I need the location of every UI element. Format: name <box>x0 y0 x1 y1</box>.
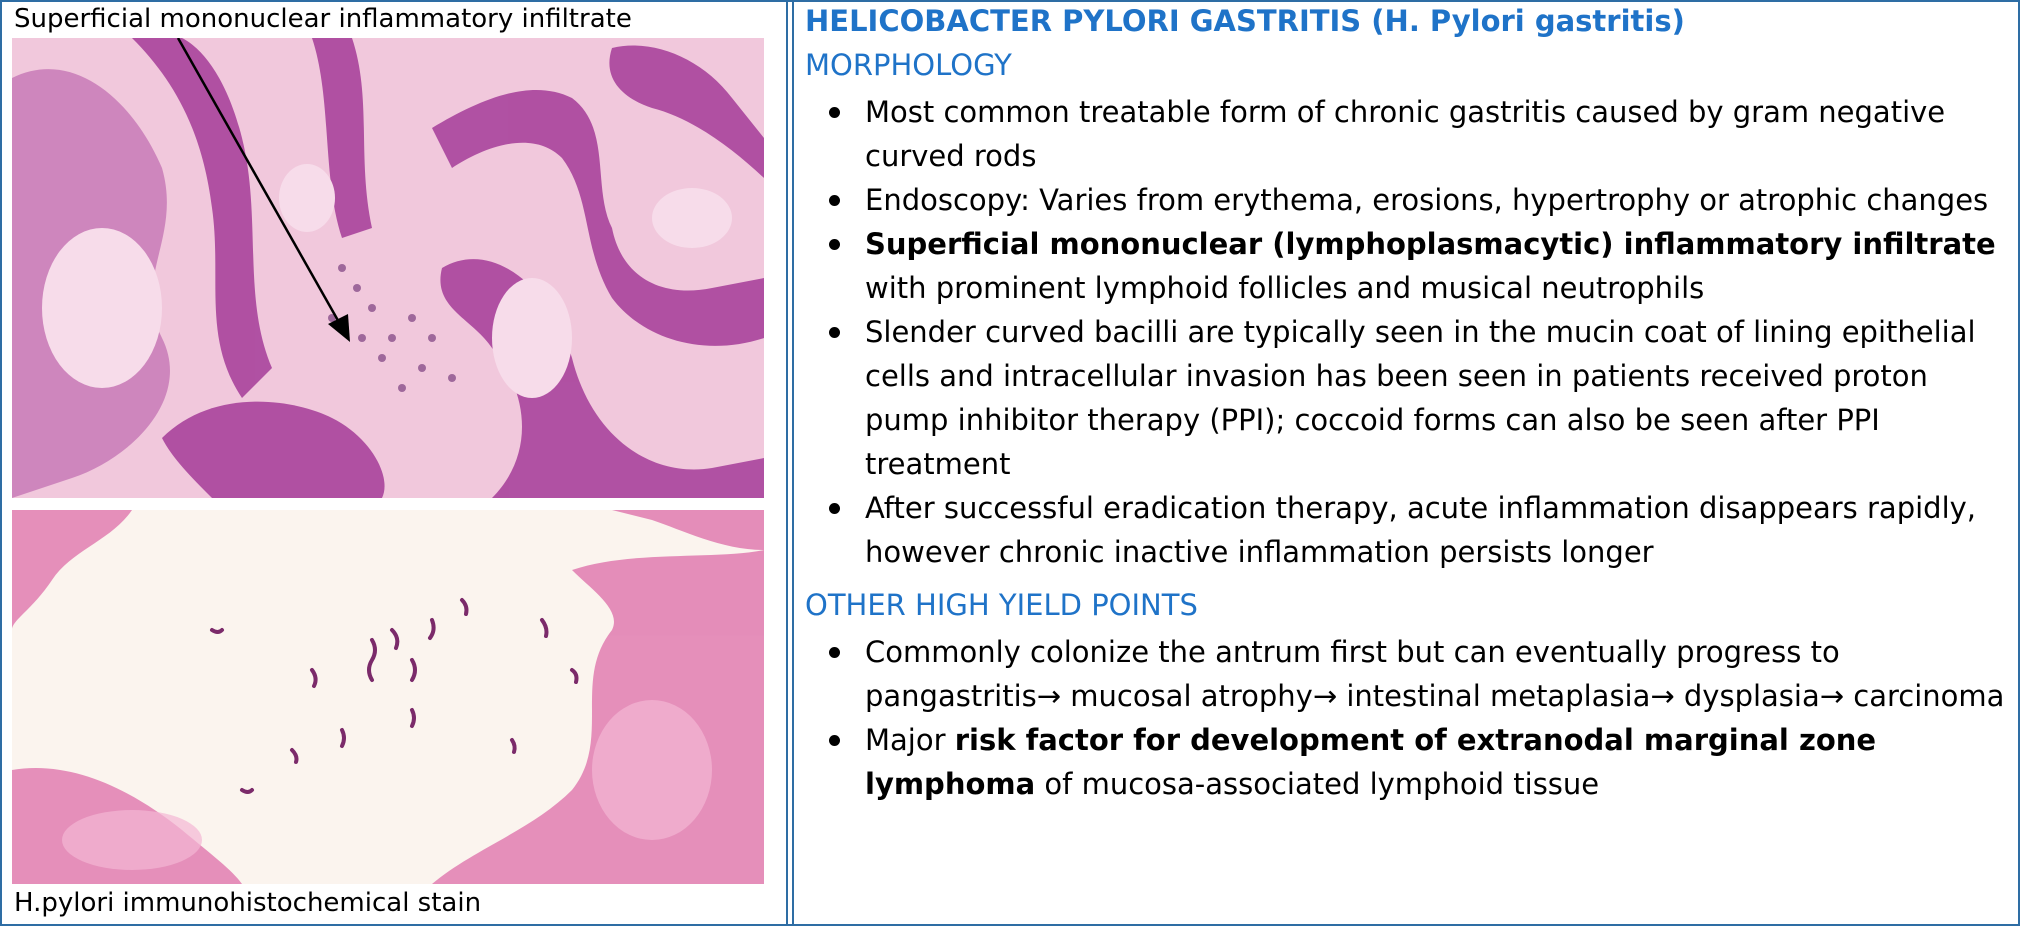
list-item: After successful eradication therapy, ac… <box>805 486 2013 574</box>
list-item: Major risk factor for development of ext… <box>805 718 2013 806</box>
list-item: Commonly colonize the antrum first but c… <box>805 630 2013 718</box>
hpylori-stain-image <box>12 510 764 884</box>
bullet-icon <box>829 327 840 338</box>
bullet-icon <box>829 647 840 658</box>
bullet-icon <box>829 195 840 206</box>
infiltrate-arrow-icon <box>176 38 350 342</box>
he-histology-image <box>12 38 764 498</box>
morphology-list: Most common treatable form of chronic ga… <box>805 90 2013 574</box>
he-histology-drawing <box>12 38 764 498</box>
list-item: Slender curved bacilli are typically see… <box>805 310 2013 486</box>
section-heading-other-high-yield: OTHER HIGH YIELD POINTS <box>805 588 1198 622</box>
bullet-icon <box>829 107 840 118</box>
bottom-image-caption: H.pylori immunohistochemical stain <box>14 888 482 918</box>
list-item: Endoscopy: Varies from erythema, erosion… <box>805 178 2013 222</box>
bullet-icon <box>829 503 840 514</box>
list-item: Most common treatable form of chronic ga… <box>805 90 2013 178</box>
top-image-caption: Superficial mononuclear inflammatory inf… <box>14 4 632 34</box>
list-item: Superficial mononuclear (lymphoplasmacyt… <box>805 222 2013 310</box>
bullet-icon <box>829 735 840 746</box>
page-title: HELICOBACTER PYLORI GASTRITIS (H. Pylori… <box>805 4 1685 38</box>
column-divider-right <box>792 0 794 926</box>
section-heading-morphology: MORPHOLOGY <box>805 48 1012 82</box>
image-column: Superficial mononuclear inflammatory inf… <box>0 0 786 926</box>
hpylori-stain-drawing <box>12 510 764 884</box>
bullet-icon <box>829 239 840 250</box>
high-yield-list: Commonly colonize the antrum first but c… <box>805 630 2013 806</box>
column-divider-left <box>786 0 788 926</box>
